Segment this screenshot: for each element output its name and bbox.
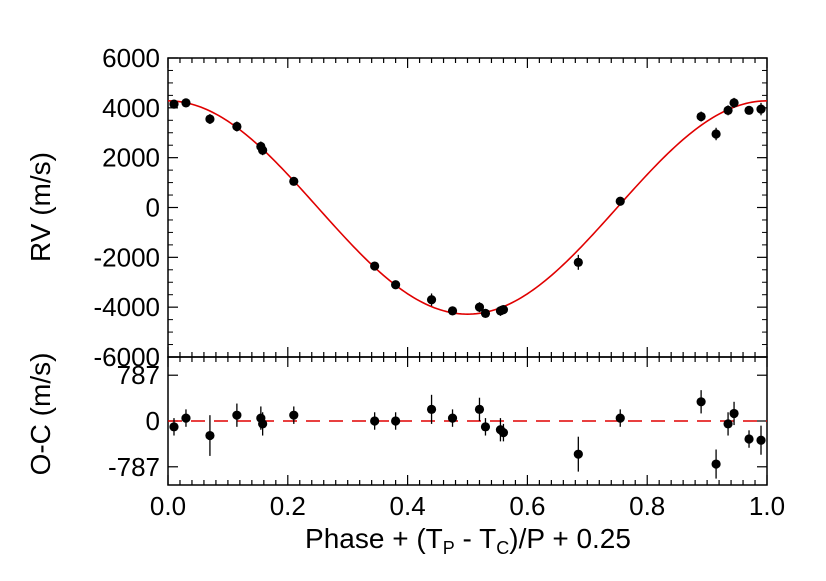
data-point	[426, 404, 437, 414]
data-point	[205, 114, 215, 124]
rv-y-axis-label: RV (m/s)	[25, 152, 56, 262]
x-axis-label-part3: )/P + 0.25	[509, 523, 631, 554]
data-point	[729, 98, 739, 108]
data-point	[696, 111, 706, 122]
y-tick-label: 4000	[102, 93, 160, 123]
oc-y-axis-label: O-C (m/s)	[25, 353, 56, 476]
x-tick-label: 1.0	[749, 491, 785, 521]
residual-panel: 787 0 -787 0.0 0.2 0.4 0.6 0.8 1.0	[108, 356, 785, 521]
x-tick-label: 0.6	[509, 491, 545, 521]
y-tick-label: 0	[146, 406, 160, 436]
data-point	[723, 419, 733, 429]
data-point	[447, 413, 458, 423]
data-point	[391, 280, 401, 290]
data-point	[756, 435, 766, 445]
model-curve	[167, 100, 768, 315]
x-tick-label: 0.4	[390, 491, 426, 521]
data-point	[205, 430, 215, 441]
y-tick-label: 2000	[102, 143, 160, 173]
data-point	[498, 305, 509, 315]
data-point	[474, 302, 485, 312]
data-point	[696, 397, 706, 407]
data-point	[258, 145, 268, 155]
data-point	[744, 434, 754, 444]
data-point	[181, 98, 191, 108]
data-point	[711, 459, 721, 469]
data-point	[181, 413, 191, 423]
x-axis-label-sub-c: C	[496, 538, 509, 558]
x-axis-label-part2: - T	[455, 523, 496, 554]
data-point	[573, 449, 583, 459]
x-axis-label-part1: Phase + (T	[305, 523, 443, 554]
y-tick-label: -6000	[94, 342, 161, 372]
data-point	[480, 308, 491, 318]
data-point	[169, 422, 179, 432]
y-tick-label: 787	[117, 360, 160, 390]
data-point	[498, 428, 509, 438]
data-point	[756, 104, 766, 114]
rv-panel: 6000 4000 2000 0 -2000 -4000 -6000	[94, 43, 768, 372]
data-point	[615, 196, 625, 206]
data-point	[258, 419, 268, 429]
x-tick-label: 0.0	[150, 491, 186, 521]
data-point	[232, 410, 242, 420]
x-tick-label: 0.2	[270, 491, 306, 521]
data-point	[474, 404, 485, 414]
data-point	[744, 105, 754, 115]
data-point	[232, 121, 242, 132]
data-point	[426, 295, 437, 305]
data-point	[289, 176, 299, 186]
data-point	[480, 422, 491, 432]
data-point	[573, 257, 583, 267]
y-tick-label: 0	[146, 193, 160, 223]
data-point	[370, 416, 380, 426]
data-point	[370, 261, 380, 271]
data-point	[723, 105, 733, 115]
data-point	[169, 99, 179, 109]
data-point	[615, 413, 625, 423]
y-tick-label: -787	[108, 452, 160, 482]
x-axis-label: Phase + (TP - TC)/P + 0.25	[305, 523, 631, 558]
x-axis-label-sub-p: P	[443, 538, 455, 558]
x-tick-label: 0.8	[629, 491, 665, 521]
data-point	[391, 416, 401, 426]
data-point	[289, 410, 299, 420]
data-point	[447, 306, 458, 316]
data-point	[729, 408, 739, 419]
y-tick-label: -2000	[94, 242, 161, 272]
data-point	[711, 129, 721, 139]
y-tick-label: 6000	[102, 43, 160, 73]
y-tick-label: -4000	[94, 292, 161, 322]
plot-frame	[167, 57, 768, 358]
